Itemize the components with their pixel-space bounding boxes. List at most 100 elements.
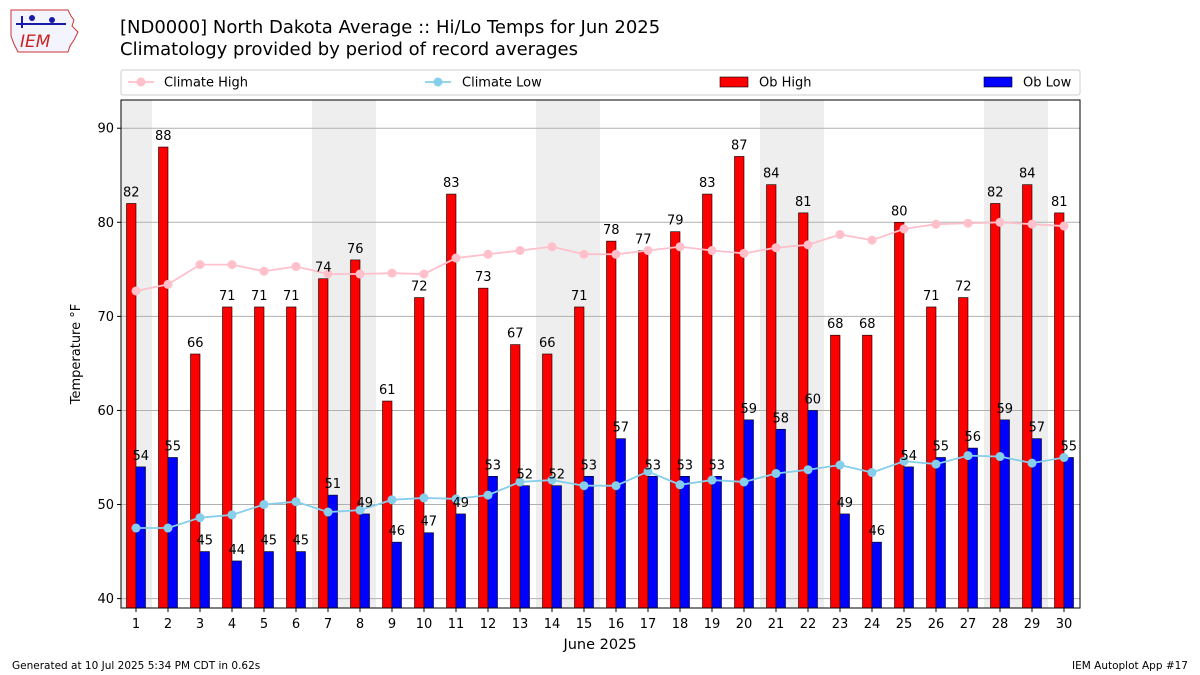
ob-low-label-7: 51 <box>324 477 341 492</box>
ob-low-bar-22 <box>807 410 818 609</box>
ob-low-label-5: 45 <box>260 534 277 549</box>
climate-low-point-28 <box>995 452 1005 462</box>
x-tick-label-20: 20 <box>736 617 753 632</box>
climate-high-point-2 <box>163 279 173 289</box>
climate-low-point-3 <box>195 513 205 523</box>
ob-low-bar-5 <box>263 551 274 609</box>
ob-high-label-17: 77 <box>635 233 652 248</box>
climate-low-point-15 <box>579 481 589 491</box>
climate-high-point-29 <box>1027 219 1037 229</box>
ob-high-bar-10 <box>414 297 425 609</box>
ob-low-label-22: 60 <box>804 392 821 407</box>
climate-low-point-4 <box>227 510 237 520</box>
climate-low-point-1 <box>131 523 141 533</box>
ob-high-label-13: 67 <box>507 327 524 342</box>
app-footer: IEM Autoplot App #17 <box>1072 660 1188 672</box>
climate-low-point-11 <box>451 494 461 504</box>
x-tick-label-30: 30 <box>1056 617 1073 632</box>
ob-low-label-23: 49 <box>836 496 853 511</box>
ob-high-label-24: 68 <box>859 317 876 332</box>
title-line-1: [ND0000] North Dakota Average :: Hi/Lo T… <box>120 17 661 38</box>
ob-high-label-28: 82 <box>987 185 1004 200</box>
ob-low-label-24: 46 <box>868 524 885 539</box>
legend-climate-high-marker <box>136 77 146 87</box>
ob-low-label-2: 55 <box>164 439 181 454</box>
x-tick-label-12: 12 <box>480 617 497 632</box>
x-tick-label-4: 4 <box>228 617 236 632</box>
ob-low-bar-11 <box>455 513 466 609</box>
ob-high-bar-3 <box>190 353 201 609</box>
ob-low-label-8: 49 <box>356 496 373 511</box>
ob-high-bar-22 <box>798 212 809 609</box>
legend-frame <box>120 69 1081 96</box>
ob-high-label-15: 71 <box>571 289 588 304</box>
ob-low-label-15: 53 <box>580 458 597 473</box>
climate-high-point-8 <box>355 269 365 279</box>
ob-low-bar-30 <box>1063 457 1074 609</box>
ob-low-label-27: 56 <box>964 430 981 445</box>
climate-low-point-14 <box>547 475 557 485</box>
ob-high-label-16: 78 <box>603 223 620 238</box>
y-tick-label-70: 70 <box>97 310 114 325</box>
ob-high-label-26: 71 <box>923 289 940 304</box>
ob-low-bar-17 <box>647 475 658 609</box>
x-tick-label-8: 8 <box>356 617 364 632</box>
climate-high-point-6 <box>291 262 301 272</box>
ob-low-bar-3 <box>199 551 210 609</box>
legend-climate-high-label: Climate High <box>164 76 248 91</box>
climate-low-point-27 <box>963 451 973 461</box>
ob-high-bar-25 <box>894 221 905 609</box>
ob-low-label-6: 45 <box>292 534 309 549</box>
ob-high-bar-29 <box>1022 184 1033 609</box>
ob-high-label-2: 88 <box>155 129 172 144</box>
climate-low-point-13 <box>515 477 525 487</box>
ob-low-bar-24 <box>871 541 882 609</box>
climate-high-point-21 <box>771 243 781 253</box>
bars <box>126 146 1074 609</box>
climate-low-point-7 <box>323 507 333 517</box>
iem-logo: IEM <box>8 6 82 58</box>
legend-ob-low-label: Ob Low <box>1023 76 1072 91</box>
climate-high-point-28 <box>995 217 1005 227</box>
ob-low-label-10: 47 <box>420 515 437 530</box>
ob-low-bar-21 <box>775 428 786 609</box>
ob-low-label-18: 53 <box>676 458 693 473</box>
ob-high-label-3: 66 <box>187 336 204 351</box>
ob-low-bar-2 <box>167 457 178 609</box>
ob-high-bar-12 <box>478 287 489 609</box>
climate-low-point-10 <box>419 493 429 503</box>
legend-ob-high-label: Ob High <box>759 76 812 91</box>
ob-high-label-4: 71 <box>219 289 236 304</box>
climate-high-point-23 <box>835 230 845 240</box>
x-tick-label-11: 11 <box>448 617 465 632</box>
ob-high-label-30: 81 <box>1051 195 1068 210</box>
ob-high-label-23: 68 <box>827 317 844 332</box>
ob-low-label-14: 52 <box>548 468 565 483</box>
ob-high-label-19: 83 <box>699 176 716 191</box>
x-tick-label-6: 6 <box>292 617 300 632</box>
ob-high-label-18: 79 <box>667 214 684 229</box>
climate-low-point-30 <box>1059 452 1069 462</box>
climate-low-point-19 <box>707 475 717 485</box>
ob-high-label-10: 72 <box>411 280 428 295</box>
ob-low-label-25: 54 <box>900 449 917 464</box>
climate-low-point-16 <box>611 481 621 491</box>
ob-low-label-12: 53 <box>484 458 501 473</box>
ob-high-label-8: 76 <box>347 242 364 257</box>
ob-high-label-1: 82 <box>123 185 140 200</box>
ob-low-bar-18 <box>679 475 690 609</box>
grid-lines <box>121 127 1080 600</box>
x-tick-label-29: 29 <box>1024 617 1041 632</box>
x-tick-label-16: 16 <box>608 617 625 632</box>
x-tick-label-17: 17 <box>640 617 657 632</box>
ob-high-label-12: 73 <box>475 270 492 285</box>
climate-high-point-16 <box>611 249 621 259</box>
x-tick-label-10: 10 <box>416 617 433 632</box>
x-tick-label-14: 14 <box>544 617 561 632</box>
title-line-2: Climatology provided by period of record… <box>120 39 578 60</box>
ob-low-bar-13 <box>519 485 530 609</box>
climate-high-point-13 <box>515 246 525 256</box>
y-tick-label-40: 40 <box>97 592 114 607</box>
ob-low-label-20: 59 <box>740 402 757 417</box>
